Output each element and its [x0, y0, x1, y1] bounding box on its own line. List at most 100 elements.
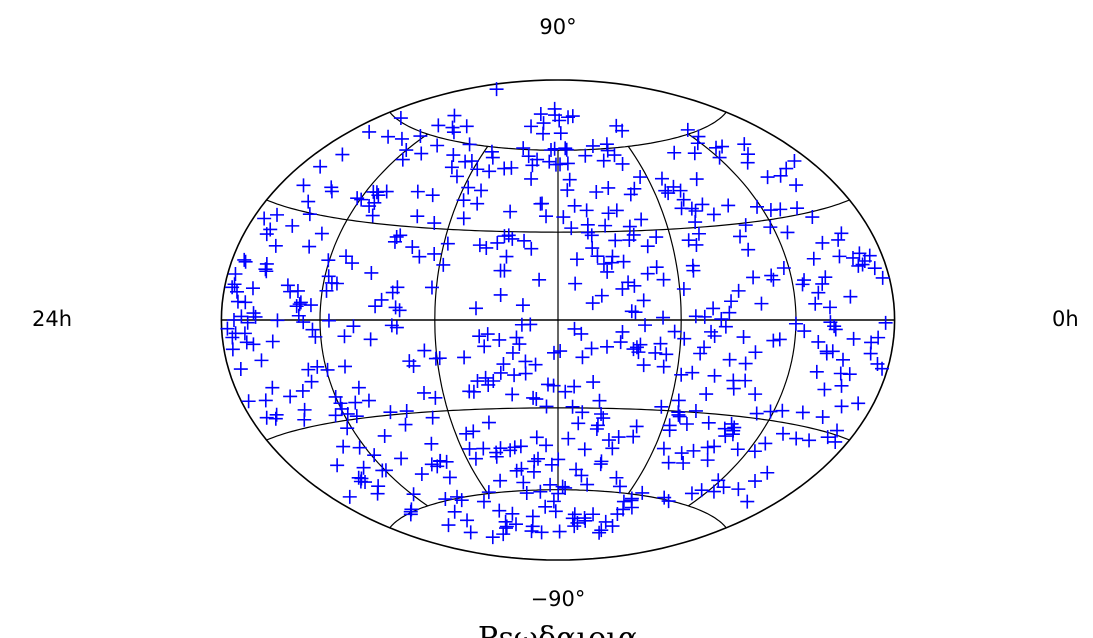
data-point-marker	[586, 375, 601, 390]
data-point-marker	[633, 170, 648, 185]
data-point-marker	[688, 309, 703, 324]
data-point-marker	[831, 232, 846, 247]
data-point-marker	[579, 203, 594, 218]
right-label: 0h	[1052, 307, 1079, 331]
data-point-marker	[565, 511, 580, 526]
data-point-marker	[609, 118, 624, 133]
data-point-marker	[301, 362, 316, 377]
data-point-marker	[763, 203, 778, 218]
data-point-marker	[741, 242, 756, 257]
data-point-marker	[269, 407, 284, 422]
data-point-marker	[548, 108, 563, 123]
data-point-marker	[875, 361, 890, 376]
data-point-marker	[808, 296, 823, 311]
data-point-marker	[364, 265, 379, 280]
data-point-marker	[233, 362, 248, 377]
left-label: 24h	[32, 307, 72, 331]
data-point-marker	[509, 517, 524, 532]
data-point-marker	[731, 482, 746, 497]
data-point-marker	[585, 241, 600, 256]
data-point-marker	[505, 231, 520, 246]
data-point-marker	[580, 477, 595, 492]
data-point-marker	[424, 436, 439, 451]
data-point-marker	[414, 467, 429, 482]
data-point-marker	[493, 287, 508, 302]
data-point-marker	[748, 387, 763, 402]
data-point-marker	[676, 282, 691, 297]
data-point-marker	[291, 308, 306, 323]
data-point-marker	[324, 184, 339, 199]
data-point-marker	[590, 249, 605, 264]
data-point-marker	[362, 124, 377, 139]
data-point-marker	[319, 283, 334, 298]
data-point-marker	[594, 407, 609, 422]
data-point-marker	[258, 262, 273, 277]
data-point-marker	[345, 256, 360, 271]
data-point-marker	[598, 218, 613, 233]
data-point-marker	[229, 284, 244, 299]
data-point-marker	[712, 150, 727, 165]
data-point-marker	[538, 499, 553, 514]
data-point-marker	[689, 172, 704, 187]
data-point-marker	[797, 273, 812, 288]
data-point-marker	[722, 352, 737, 367]
data-point-marker	[389, 320, 404, 335]
data-point-marker	[527, 454, 542, 469]
data-point-marker	[601, 180, 616, 195]
data-point-marker	[516, 475, 531, 490]
data-point-marker	[430, 138, 445, 153]
data-point-marker	[268, 411, 283, 426]
data-point-marker	[574, 468, 589, 483]
data-point-marker	[499, 519, 514, 534]
data-point-marker	[832, 249, 847, 264]
data-point-marker	[594, 523, 609, 538]
data-point-marker	[672, 409, 687, 424]
data-point-marker	[414, 146, 429, 161]
data-point-marker	[599, 137, 614, 152]
data-point-marker	[864, 335, 879, 350]
data-point-marker	[815, 235, 830, 250]
data-point-marker	[509, 330, 524, 345]
data-point-marker	[225, 342, 240, 357]
data-point-marker	[653, 336, 668, 351]
data-point-marker	[489, 82, 504, 97]
data-point-marker	[855, 257, 870, 272]
data-point-marker	[237, 252, 252, 267]
data-point-marker	[834, 226, 849, 241]
data-point-marker	[661, 494, 676, 509]
data-point-marker	[594, 288, 609, 303]
data-point-marker	[505, 345, 520, 360]
data-point-marker	[259, 264, 274, 279]
data-point-marker	[461, 180, 476, 195]
data-point-marker	[492, 332, 507, 347]
data-point-marker	[523, 317, 538, 332]
data-point-marker	[789, 431, 804, 446]
data-point-marker	[688, 403, 703, 418]
data-point-marker	[656, 359, 671, 374]
data-point-marker	[553, 157, 568, 172]
data-point-marker	[667, 324, 682, 339]
data-point-marker	[560, 183, 575, 198]
data-point-marker	[746, 270, 761, 285]
data-point-marker	[658, 183, 673, 198]
data-point-marker	[721, 198, 736, 213]
data-point-marker	[680, 122, 695, 137]
data-point-marker	[599, 339, 614, 354]
data-point-marker	[627, 278, 642, 293]
data-point-marker	[539, 399, 554, 414]
data-point-marker	[731, 283, 746, 298]
data-point-marker	[505, 506, 520, 521]
data-point-marker	[544, 143, 559, 158]
data-point-marker	[671, 407, 686, 422]
data-point-marker	[638, 318, 653, 333]
data-point-marker	[671, 393, 686, 408]
data-point-marker	[604, 255, 619, 270]
top-label: 90°	[539, 15, 576, 39]
data-point-marker	[410, 184, 425, 199]
data-point-marker	[601, 206, 616, 221]
data-point-marker	[346, 319, 361, 334]
data-point-marker	[517, 233, 532, 248]
data-point-marker	[514, 461, 529, 476]
data-point-marker	[733, 229, 748, 244]
data-point-marker	[529, 430, 544, 445]
